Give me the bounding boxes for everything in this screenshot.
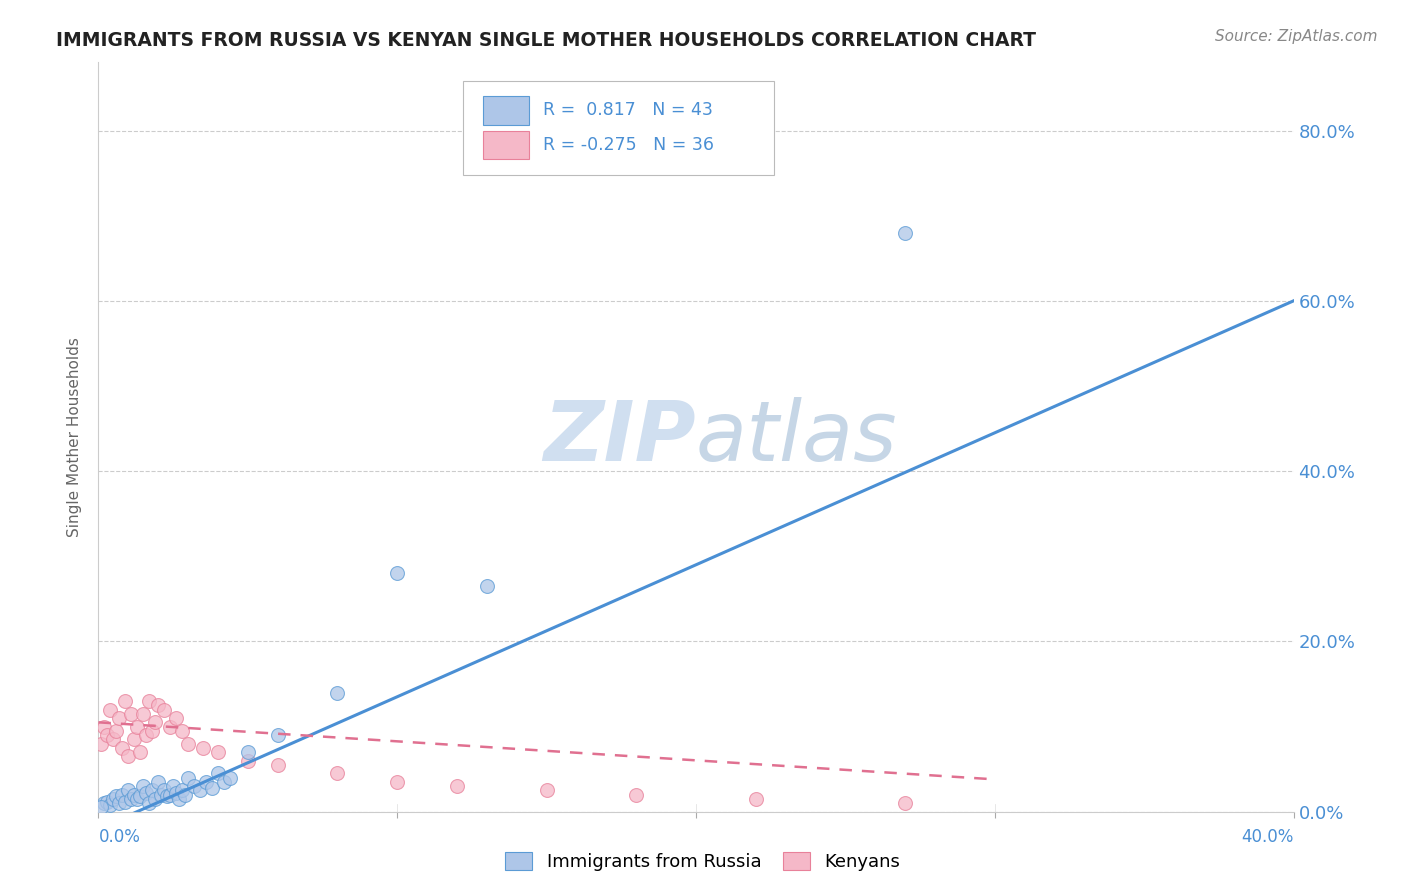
Point (326, 766, 349, 780)
Point (117, 783, 139, 797)
Point (156, 789, 179, 804)
Point (626, 788, 648, 802)
Point (143, 715, 166, 730)
Point (124, 732, 146, 747)
Text: R = -0.275   N = 36: R = -0.275 N = 36 (543, 136, 714, 153)
Legend: Immigrants from Russia, Kenyans: Immigrants from Russia, Kenyans (498, 846, 908, 879)
Point (143, 792, 166, 806)
Point (103, 792, 125, 806)
Point (153, 783, 176, 797)
Text: IMMIGRANTS FROM RUSSIA VS KENYAN SINGLE MOTHER HOUSEHOLDS CORRELATION CHART: IMMIGRANTS FROM RUSSIA VS KENYAN SINGLE … (56, 31, 1036, 50)
Point (159, 788, 181, 802)
Text: R =  0.817   N = 43: R = 0.817 N = 43 (543, 102, 713, 120)
Point (141, 783, 163, 797)
Point (135, 728, 157, 742)
Point (120, 706, 142, 721)
Point (120, 792, 142, 806)
Point (129, 789, 152, 804)
Point (96, 795, 118, 809)
Point (191, 740, 214, 755)
Y-axis label: Single Mother Households: Single Mother Households (67, 337, 83, 537)
Point (114, 795, 136, 809)
Point (188, 783, 211, 797)
Point (177, 737, 200, 751)
Point (207, 766, 229, 780)
Point (141, 723, 163, 738)
Point (183, 779, 205, 793)
Point (219, 771, 242, 785)
Point (159, 720, 181, 734)
Point (326, 685, 349, 699)
Text: Source: ZipAtlas.com: Source: ZipAtlas.com (1215, 29, 1378, 44)
Point (90, 800, 112, 814)
Bar (484, 130, 529, 159)
Point (98, 797, 122, 812)
Point (212, 775, 235, 789)
Point (174, 788, 197, 802)
Point (117, 749, 139, 764)
Point (114, 694, 136, 708)
Text: atlas: atlas (696, 397, 897, 477)
Point (108, 796, 131, 810)
Text: ZIP: ZIP (543, 397, 696, 477)
Point (148, 775, 170, 789)
Point (385, 775, 409, 789)
Point (201, 780, 224, 795)
Point (90, 737, 112, 751)
Point (165, 786, 187, 800)
Point (894, 796, 917, 810)
Point (177, 771, 200, 785)
Point (195, 775, 218, 789)
Point (96, 728, 118, 742)
Point (236, 745, 259, 759)
Point (150, 788, 173, 802)
Point (132, 779, 155, 793)
Point (105, 789, 128, 804)
Point (93, 720, 115, 734)
Point (148, 698, 170, 713)
Point (207, 745, 229, 759)
Point (138, 796, 160, 810)
Point (111, 788, 134, 802)
Text: 0.0%: 0.0% (98, 828, 141, 846)
Point (132, 706, 155, 721)
FancyBboxPatch shape (463, 81, 773, 175)
Point (93, 796, 115, 810)
Point (135, 786, 157, 800)
Point (475, 579, 498, 593)
Point (267, 728, 290, 742)
Bar (484, 96, 529, 125)
Point (103, 732, 125, 747)
Point (127, 792, 149, 806)
Point (172, 723, 194, 738)
Point (108, 711, 131, 725)
Text: 40.0%: 40.0% (1241, 828, 1294, 846)
Point (165, 711, 187, 725)
Point (236, 754, 259, 768)
Point (267, 758, 290, 772)
Point (138, 694, 160, 708)
Point (124, 788, 146, 802)
Point (745, 792, 768, 806)
Point (162, 779, 184, 793)
Point (385, 566, 409, 581)
Point (127, 720, 149, 734)
Point (167, 792, 190, 806)
Point (446, 779, 468, 793)
Point (172, 783, 194, 797)
Point (105, 723, 128, 738)
Point (894, 226, 917, 240)
Point (536, 783, 558, 797)
Point (153, 702, 176, 716)
Point (98, 702, 122, 716)
Point (111, 740, 134, 755)
Point (129, 745, 152, 759)
